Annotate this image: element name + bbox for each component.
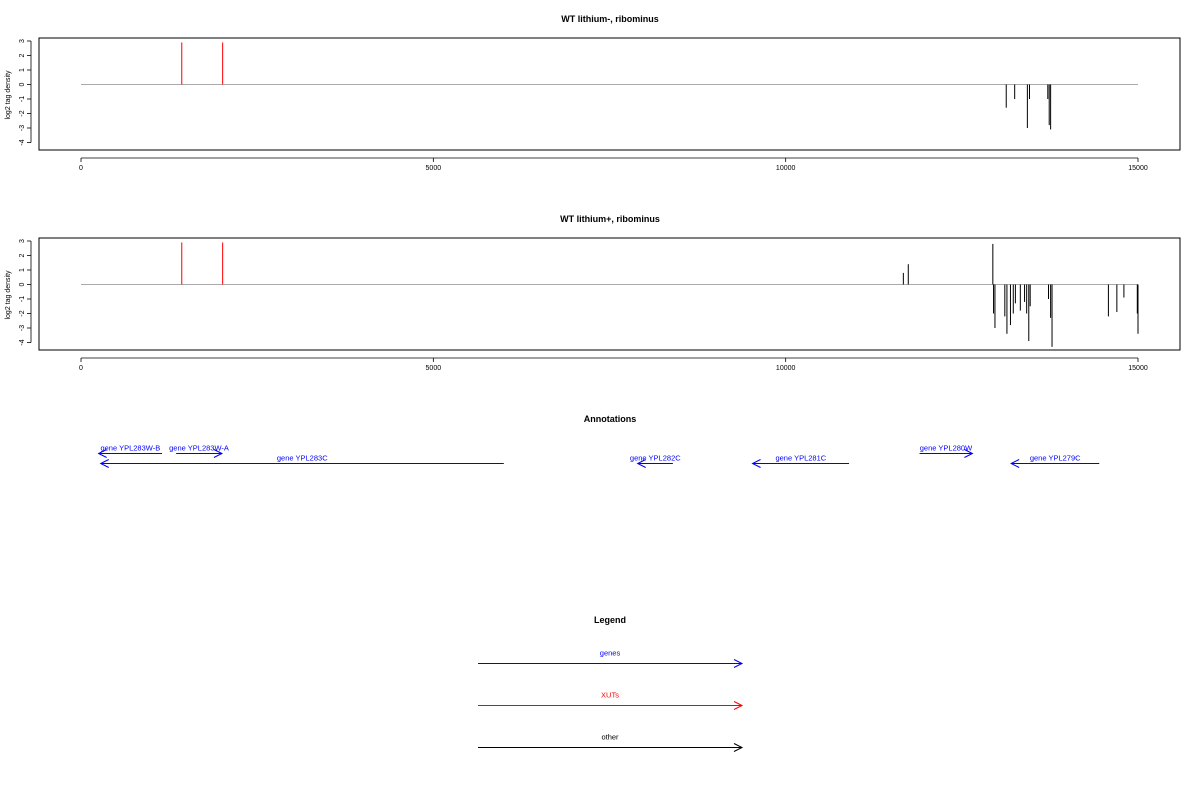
annotations-title: Annotations xyxy=(584,414,637,424)
y-tick-label: 0 xyxy=(19,82,26,86)
y-tick-label: -3 xyxy=(19,125,26,131)
gene-arrows: gene YPL283W-B gene YPL283W-A gene YPL283C… xyxy=(97,444,1100,468)
x-tick-label: 15000 xyxy=(1128,165,1148,172)
y-tick-label: -4 xyxy=(19,139,26,145)
gene-label: gene YPL282C xyxy=(630,454,681,463)
x-axis: 0 5000 10000 15000 xyxy=(79,357,1148,372)
gene-arrow-head xyxy=(636,459,646,468)
y-tick-label: -3 xyxy=(19,325,26,331)
plot-frame xyxy=(38,37,1181,151)
gene-annotation: gene YPL280W xyxy=(919,444,974,458)
legend-arrow-head xyxy=(733,659,744,668)
gene-label: gene YPL283W-A xyxy=(169,444,229,453)
legend: Legend genes XUTs other xyxy=(478,615,744,752)
y-tick-label: 3 xyxy=(19,39,26,43)
gene-label: gene YPL283W-B xyxy=(100,444,160,453)
gene-arrow-head xyxy=(213,449,224,458)
panel-title: WT lithium+, ribominus xyxy=(560,214,660,224)
gene-annotation: gene YPL283W-A xyxy=(169,444,229,458)
gene-arrow-head xyxy=(964,449,974,458)
annotations-track: Annotations gene YPL283W-B gene YPL283W-A… xyxy=(97,414,1100,468)
legend-title: Legend xyxy=(594,615,626,625)
data-marks xyxy=(81,242,1139,347)
y-tick-label: 1 xyxy=(19,268,26,272)
legend-label: other xyxy=(601,733,619,742)
gene-label: gene YPL281C xyxy=(775,454,826,463)
gene-annotation: gene YPL281C xyxy=(751,454,850,468)
legend-arrow-head xyxy=(733,701,744,710)
gene-arrow-head xyxy=(97,449,107,458)
x-tick-label: 10000 xyxy=(776,365,796,372)
y-tick-label: -1 xyxy=(19,296,26,302)
legend-label: genes xyxy=(600,649,621,658)
gene-label: gene YPL280W xyxy=(920,444,973,453)
y-tick-label: -2 xyxy=(19,110,26,116)
track-panel-lithium-plus: WT lithium+, ribominus log2 tag density … xyxy=(5,214,1181,372)
gene-annotation: gene YPL283C xyxy=(99,454,504,468)
y-axis: 3 2 1 0 -1 -2 -3 -4 xyxy=(19,239,32,346)
y-axis: 3 2 1 0 -1 -2 -3 -4 xyxy=(19,39,32,146)
legend-arrow-head xyxy=(733,743,744,752)
gene-arrow-head xyxy=(751,459,761,468)
gene-annotation: gene YPL282C xyxy=(630,454,681,468)
y-tick-label: -4 xyxy=(19,339,26,345)
y-tick-label: 2 xyxy=(19,53,26,57)
panel-title: WT lithium-, ribominus xyxy=(561,14,659,24)
x-axis: 0 5000 10000 15000 xyxy=(79,157,1148,172)
legend-item: XUTs xyxy=(478,691,744,710)
y-tick-label: -1 xyxy=(19,96,26,102)
x-tick-label: 5000 xyxy=(426,165,442,172)
track-panel-lithium-minus: WT lithium-, ribominus log2 tag density … xyxy=(5,14,1181,172)
gene-annotation: gene YPL279C xyxy=(1010,454,1100,468)
y-tick-label: 2 xyxy=(19,253,26,257)
y-tick-label: 0 xyxy=(19,282,26,286)
y-tick-label: 1 xyxy=(19,68,26,72)
gene-arrow-head xyxy=(99,459,109,468)
y-axis-label: log2 tag density xyxy=(5,270,12,320)
gene-label: gene YPL283C xyxy=(277,454,328,463)
x-tick-label: 5000 xyxy=(426,365,442,372)
gene-label: gene YPL279C xyxy=(1030,454,1081,463)
legend-items: genes XUTs other xyxy=(478,649,744,752)
y-tick-label: 3 xyxy=(19,239,26,243)
data-marks xyxy=(81,42,1138,130)
x-tick-label: 0 xyxy=(79,365,83,372)
legend-item: other xyxy=(478,733,744,752)
gene-arrow-head xyxy=(1010,459,1020,468)
x-tick-label: 0 xyxy=(79,165,83,172)
legend-item: genes xyxy=(478,649,744,668)
x-tick-label: 10000 xyxy=(776,165,796,172)
y-axis-label: log2 tag density xyxy=(5,70,12,120)
legend-label: XUTs xyxy=(601,691,619,700)
y-tick-label: -2 xyxy=(19,310,26,316)
gene-annotation: gene YPL283W-B xyxy=(97,444,163,458)
x-tick-label: 15000 xyxy=(1128,365,1148,372)
plot-frame xyxy=(38,237,1181,351)
